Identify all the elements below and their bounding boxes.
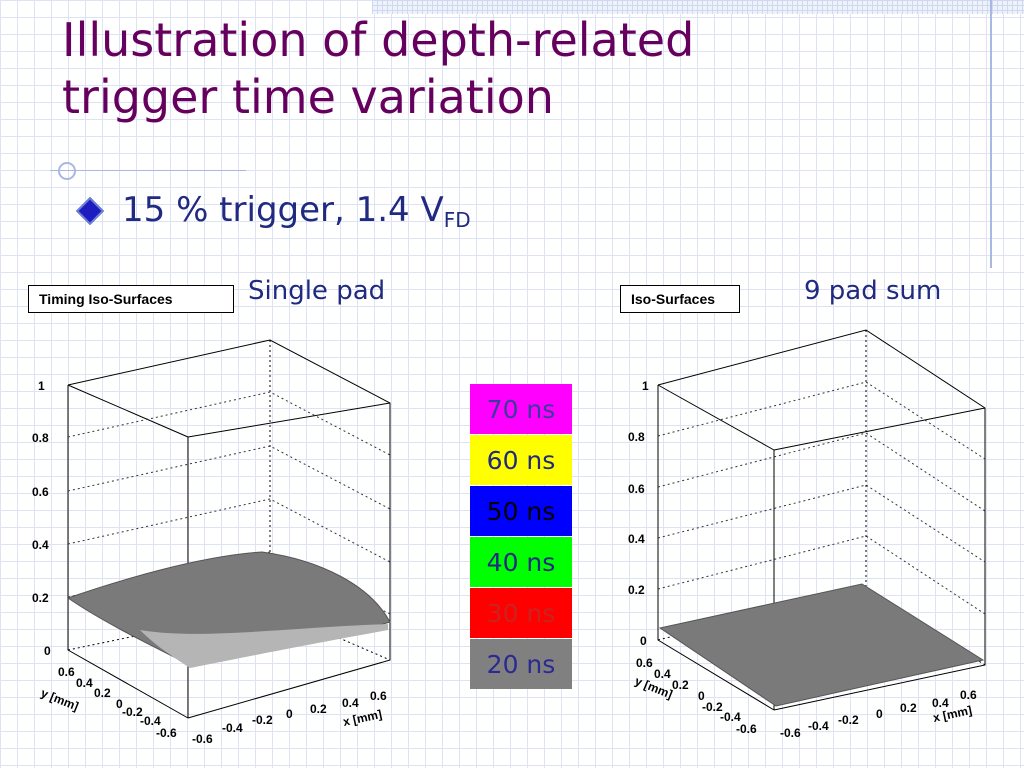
- tick-label: 0.6: [636, 656, 653, 670]
- tick-label: 1: [642, 379, 649, 393]
- left-x-ticks: -0.6 -0.4 -0.2 0 0.2 0.4 0.6: [192, 689, 387, 746]
- diamond-bullet-icon: [75, 196, 105, 226]
- tick-label: 0.2: [310, 702, 327, 716]
- tick-label: -0.2: [122, 705, 143, 719]
- tick-label: -0.6: [156, 726, 177, 740]
- bullet-point: 15 % trigger, 1.4 VFD: [75, 190, 471, 232]
- tick-label: 0.4: [932, 696, 949, 710]
- tick-label: -0.4: [222, 721, 243, 735]
- tick-label: 0.6: [370, 689, 387, 703]
- right-y-ticks: 0.6 0.4 0.2 0 -0.2 -0.4 -0.6: [636, 656, 757, 736]
- tick-label: 0.4: [32, 538, 49, 552]
- tick-label: 0.2: [32, 591, 49, 605]
- decorative-grid-band: [372, 0, 1024, 14]
- tick-label: 0: [286, 707, 293, 721]
- legend-item-50ns: 50 ns: [470, 486, 572, 536]
- slide-title: Illustration of depth-related trigger ti…: [62, 12, 962, 126]
- decorative-horizontal-line: [50, 170, 246, 171]
- tick-label: 0.2: [672, 678, 689, 692]
- tick-label: 0.4: [628, 532, 645, 546]
- tick-label: 0: [116, 697, 123, 711]
- left-z-ticks: 1 0.8 0.6 0.4 0.2 0: [32, 379, 51, 658]
- tick-label: 0.2: [94, 686, 111, 700]
- left-plot: 1 0.8 0.6 0.4 0.2 0 0.6 0.4 0.2 0 -0.2 -…: [32, 339, 391, 746]
- legend-label: 30 ns: [486, 598, 556, 628]
- tick-label: 0: [640, 634, 647, 648]
- tick-label: -0.2: [252, 713, 273, 727]
- left-y-axis-title: y [mm]: [39, 686, 81, 714]
- legend-label: 60 ns: [486, 445, 556, 475]
- tick-label: -0.4: [808, 719, 829, 733]
- left-y-ticks: 0.6 0.4 0.2 0 -0.2 -0.4 -0.6: [58, 665, 177, 740]
- tick-label: 0.2: [628, 583, 645, 597]
- right-plot-caption: 9 pad sum: [804, 276, 942, 306]
- legend-item-40ns: 40 ns: [470, 537, 572, 587]
- bullet-main-text: 15 % trigger, 1.4 V: [122, 190, 444, 230]
- tick-label: 0.6: [32, 485, 49, 499]
- tick-label: 0: [876, 707, 883, 721]
- tick-label: 0: [698, 689, 705, 703]
- bullet-subscript: FD: [443, 208, 471, 232]
- right-z-ticks: 1 0.8 0.6 0.4 0.2 0: [628, 379, 649, 648]
- tick-label: -0.4: [720, 710, 741, 724]
- tick-label: 0.6: [58, 665, 75, 679]
- legend-item-30ns: 30 ns: [470, 588, 572, 638]
- left-x-axis-title: x [mm]: [342, 707, 383, 729]
- tick-label: 0.6: [960, 688, 977, 702]
- right-plot-title-box: Iso-Surfaces: [620, 285, 740, 313]
- tick-label: -0.6: [736, 722, 757, 736]
- bullet-text: 15 % trigger, 1.4 VFD: [122, 190, 471, 232]
- tick-label: 0.2: [900, 701, 917, 715]
- left-plot-caption: Single pad: [248, 276, 386, 306]
- tick-label: -0.4: [140, 714, 161, 728]
- tick-label: 0.4: [76, 676, 93, 690]
- title-line-2: trigger time variation: [62, 70, 554, 124]
- legend-label: 70 ns: [486, 394, 556, 424]
- tick-label: -0.6: [192, 732, 213, 746]
- legend-label: 50 ns: [486, 496, 556, 526]
- legend-label: 40 ns: [486, 547, 556, 577]
- legend-item-60ns: 60 ns: [470, 435, 572, 485]
- right-x-ticks: -0.6 -0.4 -0.2 0 0.2 0.4 0.6: [780, 688, 977, 740]
- legend-item-70ns: 70 ns: [470, 384, 572, 434]
- tick-label: 0.4: [654, 667, 671, 681]
- tick-label: 1: [38, 379, 45, 393]
- tick-label: 0.4: [342, 696, 359, 710]
- tick-label: -0.2: [702, 700, 723, 714]
- tick-label: 0.6: [628, 482, 645, 496]
- left-plot-title-box: Timing Iso-Surfaces: [28, 285, 234, 313]
- legend-label: 20 ns: [486, 649, 556, 679]
- tick-label: 0.8: [32, 431, 49, 445]
- tick-label: -0.2: [838, 713, 859, 727]
- right-plot: 1 0.8 0.6 0.4 0.2 0 0.6 0.4 0.2 0 -0.2 -…: [628, 329, 986, 740]
- tick-label: 0.8: [628, 430, 645, 444]
- tick-label: -0.6: [780, 726, 801, 740]
- decorative-vertical-line: [990, 0, 992, 268]
- legend-item-20ns: 20 ns: [470, 639, 572, 689]
- title-line-1: Illustration of depth-related: [62, 13, 695, 67]
- tick-label: 0: [44, 644, 51, 658]
- decorative-circle: [58, 162, 76, 180]
